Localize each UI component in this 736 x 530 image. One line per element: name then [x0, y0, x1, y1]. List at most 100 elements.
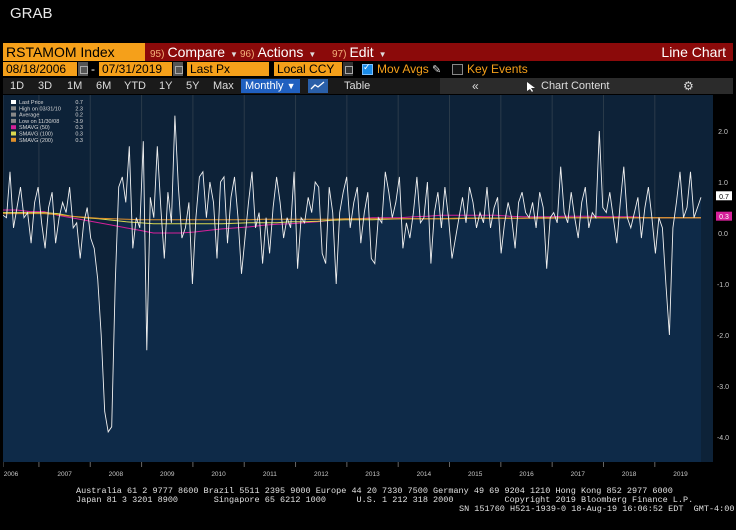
line-chart: 2.0 1.0 0.0 -1.0 -2.0 -3.0 -4.0 0.7 0.3 2006 2007… [3, 95, 736, 485]
legend-swatch [11, 118, 16, 123]
chevron-down-icon: ▼ [286, 81, 296, 91]
actions-label: Actions [257, 44, 304, 60]
gear-icon[interactable]: ⚙ [683, 79, 694, 93]
legend-value: -3.9 [74, 119, 83, 125]
x-tick-label: 2009 [160, 471, 175, 478]
cursor-icon [527, 80, 536, 92]
x-axis-band [3, 462, 736, 485]
x-tick-label: 2014 [417, 471, 432, 478]
period-1d[interactable]: 1D [10, 80, 25, 92]
x-tick-label: 2006 [4, 471, 19, 478]
sma-value: 0.3 [719, 214, 729, 221]
period-ytd[interactable]: YTD [124, 80, 146, 92]
y-tick-label: 2.0 [718, 129, 728, 136]
calendar-icon[interactable] [173, 62, 183, 76]
period-1m[interactable]: 1M [67, 80, 83, 92]
period-5y[interactable]: 5Y [186, 80, 200, 92]
edit-button[interactable]: 97) Edit ▼ [332, 43, 387, 61]
sma-marker [716, 211, 732, 221]
price-area [3, 115, 701, 462]
legend-value: 2.3 [75, 106, 83, 112]
compare-button[interactable]: 95) Compare ▼ [150, 43, 238, 61]
field-select[interactable]: Last Px [187, 62, 269, 76]
x-tick-label: 2016 [519, 471, 534, 478]
chevron-down-icon[interactable] [343, 62, 353, 76]
period-6m[interactable]: 6M [96, 80, 112, 92]
footer-line1: Australia 61 2 9777 8600 Brazil 5511 239… [76, 486, 673, 496]
y-tick-label: 0.0 [718, 231, 728, 238]
legend-label: SMAVG (100) [19, 132, 53, 138]
compare-label: Compare [167, 44, 226, 60]
y-tick-label: -4.0 [717, 435, 729, 442]
table-button[interactable]: Table [344, 80, 371, 92]
legend-swatch [11, 112, 16, 117]
window-title: GRAB [10, 5, 53, 22]
legend-value: 0.7 [75, 100, 83, 106]
x-tick-label: 2013 [365, 471, 380, 478]
price-line [3, 115, 702, 434]
legend-swatch [11, 106, 16, 111]
x-tick-label: 2008 [109, 471, 124, 478]
legend-value: 0.2 [75, 113, 83, 119]
pencil-icon[interactable]: ✎ [432, 64, 442, 76]
y-tick-label: -3.0 [717, 384, 729, 391]
edit-number: 97) [332, 49, 347, 60]
legend-swatch [11, 100, 16, 104]
footer-line2: Japan 81 3 3201 8900 Singapore 65 6212 1… [76, 495, 694, 505]
edit-label: Edit [349, 44, 374, 60]
legend-swatch [11, 125, 16, 130]
legend-value: 0.3 [75, 138, 83, 144]
frequency-select[interactable]: Monthly ▼ [241, 79, 300, 93]
y-tick-label: -1.0 [717, 282, 729, 289]
actions-button[interactable]: 96) Actions ▼ [240, 43, 316, 61]
y-tick-label: -2.0 [717, 333, 729, 340]
actions-number: 96) [240, 49, 255, 60]
compare-number: 95) [150, 49, 165, 60]
legend-label: Low on 11/30/08 [19, 119, 59, 125]
x-tick-label: 2019 [673, 471, 688, 478]
last-price-marker [716, 191, 732, 201]
frequency-label: Monthly [245, 80, 284, 92]
mov-avgs-checkbox[interactable] [362, 62, 373, 75]
key-events-label: Key Events [467, 62, 528, 76]
chevron-down-icon: ▼ [378, 50, 387, 59]
x-tick-label: 2017 [571, 471, 586, 478]
x-tick-label: 2010 [211, 471, 226, 478]
x-tick-label: 2012 [314, 471, 329, 478]
legend-label: Average [19, 113, 39, 119]
collapse-icon[interactable]: « [472, 79, 479, 93]
y-tick-label: 1.0 [718, 180, 728, 187]
smavg-200-line [3, 213, 701, 221]
mov-avgs-label: Mov Avgs [377, 62, 429, 76]
end-date-field[interactable]: 07/31/2019 [99, 62, 172, 76]
key-events-checkbox[interactable] [452, 64, 463, 75]
currency-select[interactable]: Local CCY [274, 62, 342, 76]
x-tick-label: 2007 [57, 471, 72, 478]
x-tick-label: 2018 [622, 471, 637, 478]
legend-swatch [11, 137, 16, 142]
chart-plot[interactable]: 2.0 1.0 0.0 -1.0 -2.0 -3.0 -4.0 0.7 0.3 2006 2007… [3, 95, 736, 485]
legend-label: SMAVG (200) [19, 138, 53, 144]
main-toolbar [3, 43, 733, 61]
ticker-field[interactable]: RSTAMOM Index [3, 43, 145, 61]
chevron-down-icon: ▼ [308, 50, 317, 59]
line-chart-icon[interactable] [308, 79, 328, 93]
chevron-down-icon: ▼ [230, 50, 238, 59]
start-date-field[interactable]: 08/18/2006 [3, 62, 77, 76]
view-title: Line Chart [661, 44, 726, 60]
calendar-icon[interactable] [78, 62, 88, 76]
period-1y[interactable]: 1Y [159, 80, 173, 92]
period-max[interactable]: Max [213, 80, 234, 92]
date-separator: - [91, 62, 95, 76]
x-tick-label: 2011 [263, 471, 277, 478]
legend-value: 0.3 [75, 132, 83, 138]
chart-content-button[interactable]: Chart Content [541, 80, 610, 92]
period-3d[interactable]: 3D [38, 80, 53, 92]
legend-label: High on 03/31/10 [19, 106, 61, 112]
legend-value: 0.3 [75, 125, 83, 131]
last-price-value: 0.7 [719, 194, 729, 201]
legend-swatch [11, 131, 16, 136]
footer-line3: SN 151760 H521-1939-0 18-Aug-19 16:06:52… [459, 504, 735, 514]
chart-content-bar [440, 78, 733, 94]
legend-label: Last Price [19, 100, 43, 106]
